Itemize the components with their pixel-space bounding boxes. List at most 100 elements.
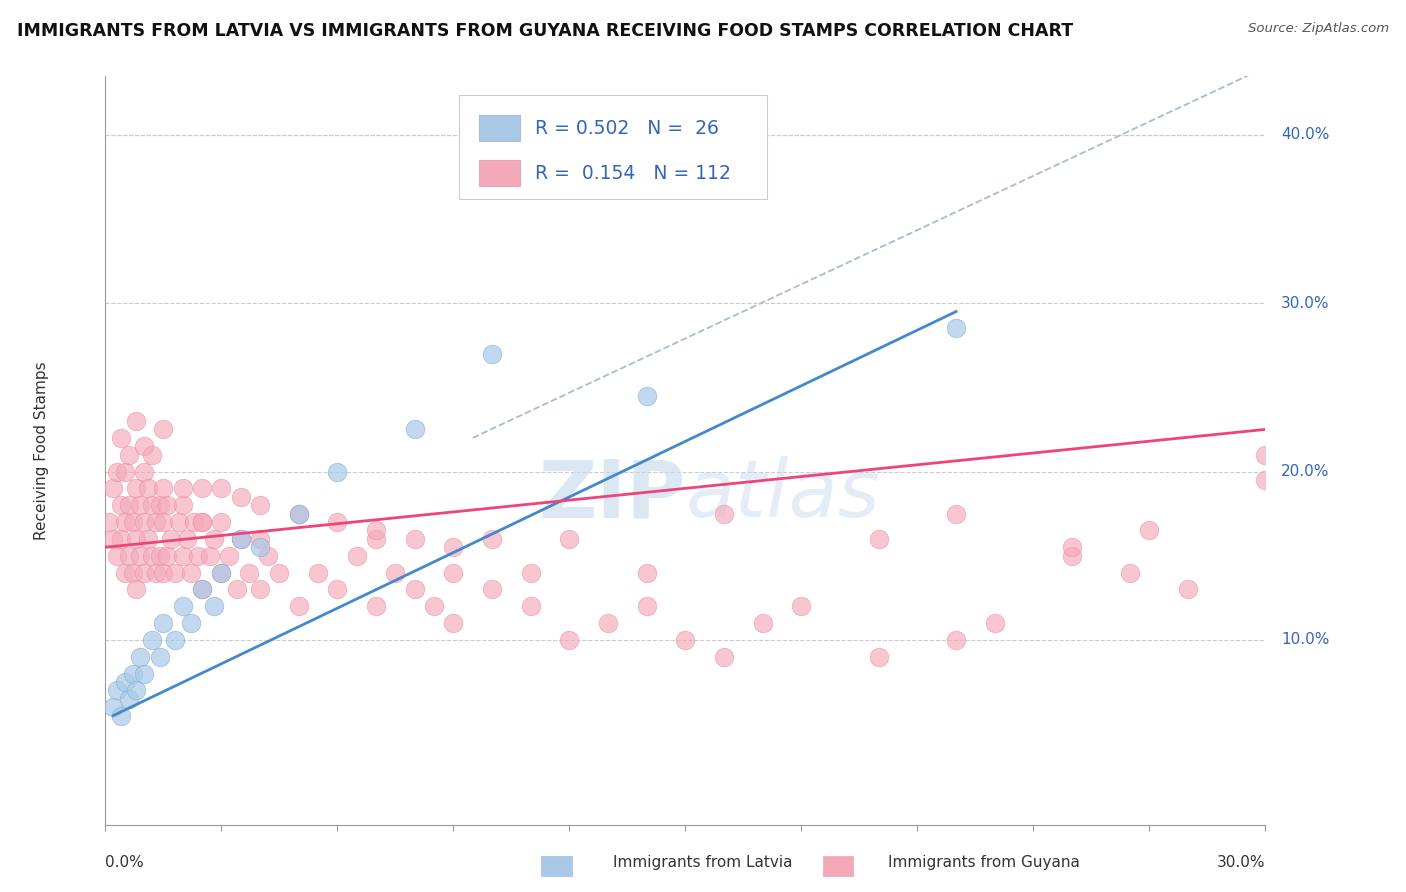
Point [105,465,128,479]
Text: 30.0%: 30.0% [1218,855,1265,871]
Point [125,683,148,698]
Point [149,498,172,512]
Text: Source: ZipAtlas.com: Source: ZipAtlas.com [1249,22,1389,36]
Point [191,582,214,597]
Point [191,515,214,529]
Point [225,582,249,597]
Point [114,465,136,479]
Point [326,465,349,479]
Point [152,481,174,495]
Point [404,582,426,597]
Point [1254,448,1277,462]
Point [165,632,187,647]
Text: 0.0%: 0.0% [105,855,145,871]
Point [1062,549,1084,563]
Point [141,632,163,647]
Point [118,448,141,462]
Point [125,582,148,597]
Text: Immigrants from Guyana: Immigrants from Guyana [889,855,1080,870]
Point [366,524,388,538]
Point [790,599,813,614]
Point [132,465,156,479]
Point [1119,566,1142,580]
FancyBboxPatch shape [479,115,520,141]
Point [114,515,136,529]
Point [132,515,156,529]
Point [180,566,202,580]
Point [98,515,121,529]
Point [105,683,128,698]
Point [481,582,503,597]
Point [1177,582,1199,597]
Point [675,632,697,647]
Point [172,481,194,495]
Point [1062,541,1084,555]
Point [191,582,214,597]
Point [156,498,179,512]
Point [229,490,252,504]
Point [172,498,194,512]
Point [187,549,209,563]
Point [103,532,124,546]
Text: R = 0.502   N =  26: R = 0.502 N = 26 [534,119,718,137]
Point [103,481,124,495]
Point [249,532,271,546]
Point [105,549,128,563]
Point [713,649,735,664]
Point [441,615,464,630]
Point [288,507,311,521]
Point [481,346,503,360]
FancyBboxPatch shape [460,95,766,200]
Point [984,615,1007,630]
Point [326,515,349,529]
Point [211,515,233,529]
Text: R =  0.154   N = 112: R = 0.154 N = 112 [534,164,731,183]
Point [125,532,148,546]
Point [152,566,174,580]
Text: 20.0%: 20.0% [1281,464,1329,479]
Point [132,666,156,681]
Point [218,549,240,563]
Point [121,515,143,529]
Point [211,566,233,580]
Point [183,515,205,529]
Point [1254,473,1277,487]
Point [160,532,183,546]
Point [191,515,214,529]
Text: Receiving Food Stamps: Receiving Food Stamps [34,361,49,540]
Point [229,532,252,546]
Text: Immigrants from Latvia: Immigrants from Latvia [613,855,793,870]
Point [121,666,143,681]
Point [636,389,658,403]
Point [110,532,132,546]
Point [1139,524,1161,538]
Point [520,566,543,580]
Point [249,498,271,512]
Point [288,599,311,614]
Point [121,566,143,580]
Point [202,599,225,614]
Point [636,599,658,614]
Point [868,649,890,664]
Point [752,615,775,630]
Point [118,691,141,706]
Point [152,515,174,529]
Point [404,422,426,436]
Point [191,481,214,495]
Point [288,507,311,521]
Point [366,532,388,546]
Point [346,549,368,563]
FancyBboxPatch shape [479,160,520,186]
Point [868,532,890,546]
Point [149,649,172,664]
Point [110,498,132,512]
Point [307,566,329,580]
Text: IMMIGRANTS FROM LATVIA VS IMMIGRANTS FROM GUYANA RECEIVING FOOD STAMPS CORRELATI: IMMIGRANTS FROM LATVIA VS IMMIGRANTS FRO… [17,22,1073,40]
Point [257,549,280,563]
Point [238,566,260,580]
Point [520,599,543,614]
Point [156,549,179,563]
Point [441,566,464,580]
Text: 10.0%: 10.0% [1281,632,1329,648]
Point [145,515,167,529]
